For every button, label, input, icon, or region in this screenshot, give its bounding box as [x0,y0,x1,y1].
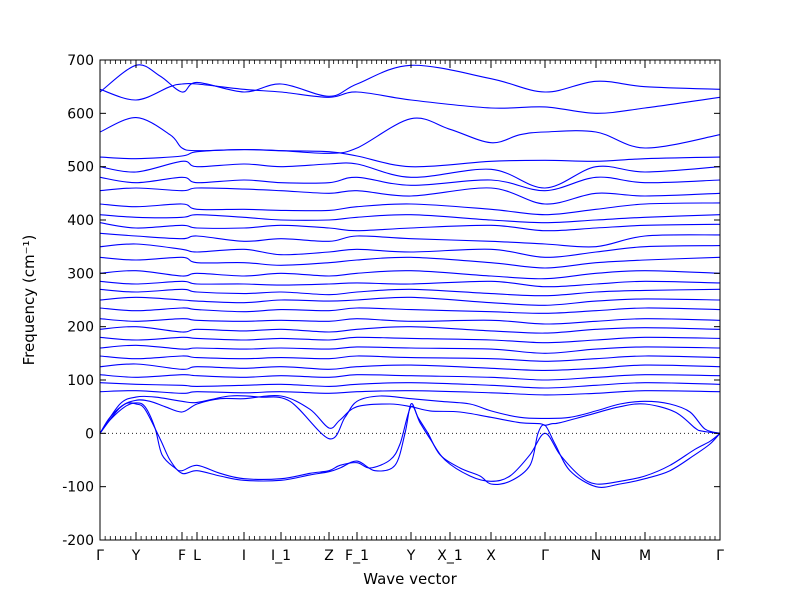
x-tick-label: F_1 [345,548,369,564]
optical-branch-13 [100,256,720,269]
y-tick-label: 300 [67,266,94,282]
optical-branch-20 [100,326,720,334]
optical-branch-27 [100,390,720,396]
y-tick-label: 100 [67,373,94,389]
y-tick-label: 200 [67,320,94,336]
optical-branch-1 [100,64,720,97]
y-tick-label: -200 [62,533,94,549]
optical-branch-21 [100,336,720,344]
optical-branch-19 [100,318,720,325]
y-tick-label: 0 [85,426,94,442]
optical-branch-26 [100,382,720,389]
optical-branch-2 [100,82,720,114]
x-axis-label: Wave vector [363,570,457,588]
optical-branch-25 [100,374,720,381]
optical-branch-17 [100,296,720,306]
optical-branch-10 [100,222,720,232]
x-minor-ticks [104,60,716,540]
acoustic-branch-2 [100,402,720,488]
x-tick-label: I [242,548,246,564]
y-tick-label: 400 [67,213,94,229]
y-tick-label: 500 [67,160,94,176]
optical-branch-4 [100,149,720,168]
optical-branch-24 [100,363,720,371]
x-tick-label: Y [131,548,141,564]
x-tick-label: M [639,548,651,564]
optical-branch-3 [100,117,720,154]
x-tick-label: I_1 [271,548,291,564]
x-axis-ticks: Γ Y F L I I_1 Z F_1 Y X_1 X Γ N M Γ [96,60,724,564]
acoustic-branch-1 [100,402,720,485]
optical-branch-6 [100,176,720,192]
x-tick-label: Y [406,548,416,564]
x-tick-label: F [178,548,186,564]
y-axis-label: Frequency (cm⁻¹) [20,235,38,366]
plot-frame [99,59,721,541]
optical-branch-7 [100,187,720,205]
optical-branch-14 [100,270,720,280]
optical-branch-5 [100,160,720,189]
x-tick-label: L [193,548,201,564]
y-tick-label: 700 [67,53,94,69]
optical-branch-8 [100,202,720,216]
y-tick-label: 600 [67,106,94,122]
x-tick-label: Γ [96,548,104,564]
x-tick-label: Γ [716,548,724,564]
acoustic-branch-3 [100,395,720,434]
x-tick-label: N [591,548,601,564]
x-tick-label: X_1 [437,548,463,564]
band-lines [100,64,720,488]
optical-branch-9 [100,214,720,224]
optical-branch-22 [100,344,720,354]
optical-branch-16 [100,288,720,297]
optical-branch-23 [100,355,720,362]
optical-branch-11 [100,232,720,248]
y-tick-label: -100 [62,480,94,496]
acoustic-branch-4 [100,395,720,440]
optical-branch-15 [100,280,720,288]
x-tick-label: X [486,548,496,564]
x-tick-label: Z [324,548,334,564]
optical-branch-18 [100,307,720,314]
x-tick-label: Γ [541,548,549,564]
optical-branch-12 [100,243,720,258]
